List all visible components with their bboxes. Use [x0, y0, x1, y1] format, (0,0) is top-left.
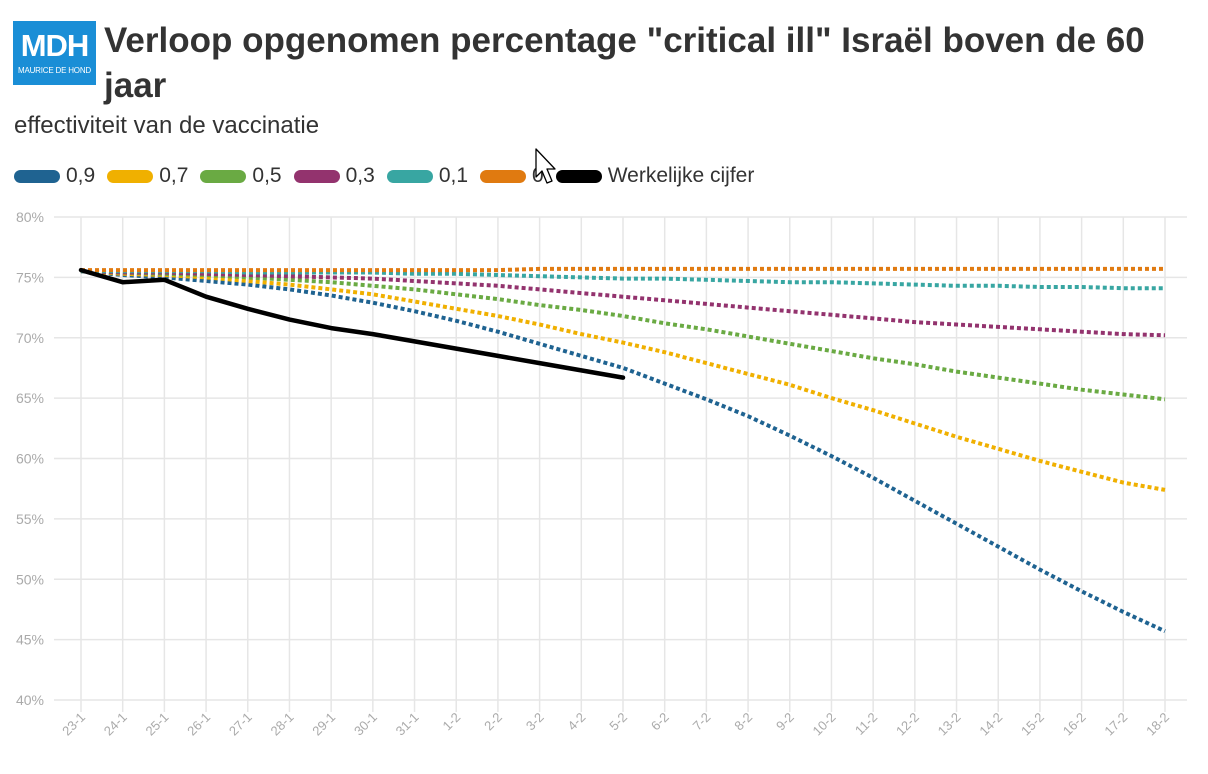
legend-swatch — [200, 169, 247, 183]
y-tick-label: 55% — [16, 511, 44, 527]
legend-item[interactable]: Werkelijke cijfer — [555, 164, 755, 188]
x-tick-label: 11-2 — [852, 710, 880, 738]
series-line — [80, 269, 1166, 634]
x-tick-label: 2-2 — [481, 710, 505, 734]
chart-legend: 0,90,70,50,30,10Werkelijke cijfer — [14, 162, 766, 190]
legend-label: 0,7 — [159, 164, 189, 187]
y-tick-label: 40% — [16, 692, 44, 708]
series-line — [80, 269, 1166, 338]
logo-subtext: MAURICE DE HOND — [17, 66, 91, 75]
y-tick-label: 45% — [16, 632, 44, 648]
legend-swatch — [555, 169, 602, 183]
legend-label: Werkelijke cijfer — [607, 164, 755, 187]
legend-item[interactable]: 0,3 — [293, 164, 375, 188]
chart-subtitle: effectiviteit van de vaccinatie — [14, 112, 320, 139]
series-line — [80, 269, 1166, 492]
x-tick-label: 27-1 — [226, 710, 255, 739]
legend-item[interactable]: 0,7 — [107, 164, 188, 188]
x-tick-label: 10-2 — [810, 710, 839, 739]
x-tick-label: 9-2 — [773, 710, 797, 734]
legend-swatch — [480, 169, 527, 183]
x-tick-label: 3-2 — [523, 710, 547, 734]
legend-label: 0,5 — [252, 164, 282, 187]
legend-swatch — [107, 169, 154, 183]
y-tick-label: 80% — [16, 209, 44, 225]
x-tick-label: 26-1 — [184, 710, 213, 739]
y-tick-label: 65% — [16, 390, 44, 406]
x-tick-label: 4-2 — [565, 710, 589, 734]
legend-label: 0,9 — [66, 164, 96, 187]
legend-swatch — [14, 169, 60, 183]
legend-swatch — [386, 169, 433, 183]
x-tick-label: 6-2 — [648, 710, 672, 734]
x-tick-label: 7-2 — [690, 710, 714, 734]
y-tick-label: 60% — [16, 451, 44, 467]
legend-label: 0,3 — [345, 164, 375, 187]
x-tick-label: 8-2 — [731, 710, 755, 734]
x-tick-label: 18-2 — [1143, 710, 1172, 739]
x-tick-label: 23-1 — [59, 710, 88, 739]
legend-item[interactable]: 0,5 — [200, 164, 282, 188]
x-tick-label: 12-2 — [893, 710, 922, 739]
series-line — [81, 269, 1165, 291]
series-line — [81, 266, 1165, 273]
x-tick-label: 30-1 — [351, 710, 380, 739]
x-tick-label: 25-1 — [142, 710, 171, 739]
legend-item[interactable]: 0,9 — [14, 164, 95, 188]
y-tick-label: 70% — [16, 330, 44, 346]
legend-label: 0,1 — [438, 164, 469, 187]
y-tick-label: 50% — [16, 571, 44, 587]
x-tick-label: 5-2 — [606, 710, 630, 734]
series-line — [80, 269, 1166, 402]
x-tick-label: 16-2 — [1060, 710, 1089, 739]
logo-text: MDH — [20, 28, 90, 63]
mdh-logo: MDH MAURICE DE HOND — [13, 21, 96, 85]
x-tick-label: 13-2 — [935, 710, 964, 739]
x-tick-label: 14-2 — [976, 710, 1005, 739]
x-tick-label: 29-1 — [309, 710, 338, 739]
legend-swatch — [293, 169, 340, 183]
x-tick-label: 15-2 — [1018, 710, 1047, 739]
line-chart: 40% 45% 50% 55% 60% 65% 70% 75% 80% 23-1 24-1 25-1 2… — [16, 209, 1187, 739]
chart-title: Verloop opgenomen percentage "critical i… — [104, 21, 1145, 105]
legend-item[interactable]: 0,1 — [386, 164, 469, 188]
x-tick-label: 31-1 — [393, 710, 422, 739]
x-tick-label: 1-2 — [439, 710, 463, 734]
y-tick-label: 75% — [16, 269, 44, 285]
x-tick-label: 28-1 — [268, 710, 297, 739]
x-tick-label: 17-2 — [1101, 710, 1130, 739]
x-tick-label: 24-1 — [101, 710, 130, 739]
series-line — [78, 267, 626, 380]
mouse-cursor-icon — [535, 148, 556, 184]
